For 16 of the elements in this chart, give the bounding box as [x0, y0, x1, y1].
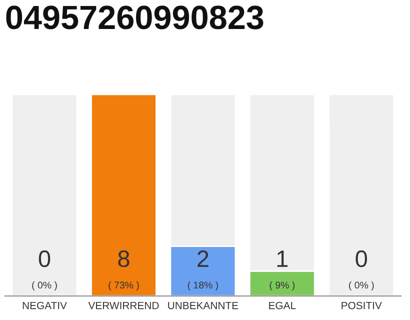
data-label: ( 9% ) [270, 281, 295, 290]
data-label: ( 73% ) [108, 281, 139, 290]
annotation: 8 [118, 250, 130, 268]
x-tick-label: POSITIV [342, 302, 382, 310]
data-label: ( 18% ) [188, 281, 218, 290]
annotation: 2 [198, 250, 208, 267]
x-tick-label: VERWIRREND [88, 302, 159, 310]
annotation: 0 [38, 250, 50, 268]
annotation: 1 [277, 250, 288, 267]
data-label: ( 0% ) [32, 281, 57, 290]
chart-title: 04957260990823 [6, 6, 264, 30]
annotation: 0 [356, 250, 368, 268]
data-label: ( 0% ) [349, 281, 374, 290]
x-tick-label: NEGATIV [22, 302, 67, 310]
x-tick-label: UNBEKANNTE [168, 302, 238, 310]
x-tick-label: EGAL [269, 302, 296, 310]
